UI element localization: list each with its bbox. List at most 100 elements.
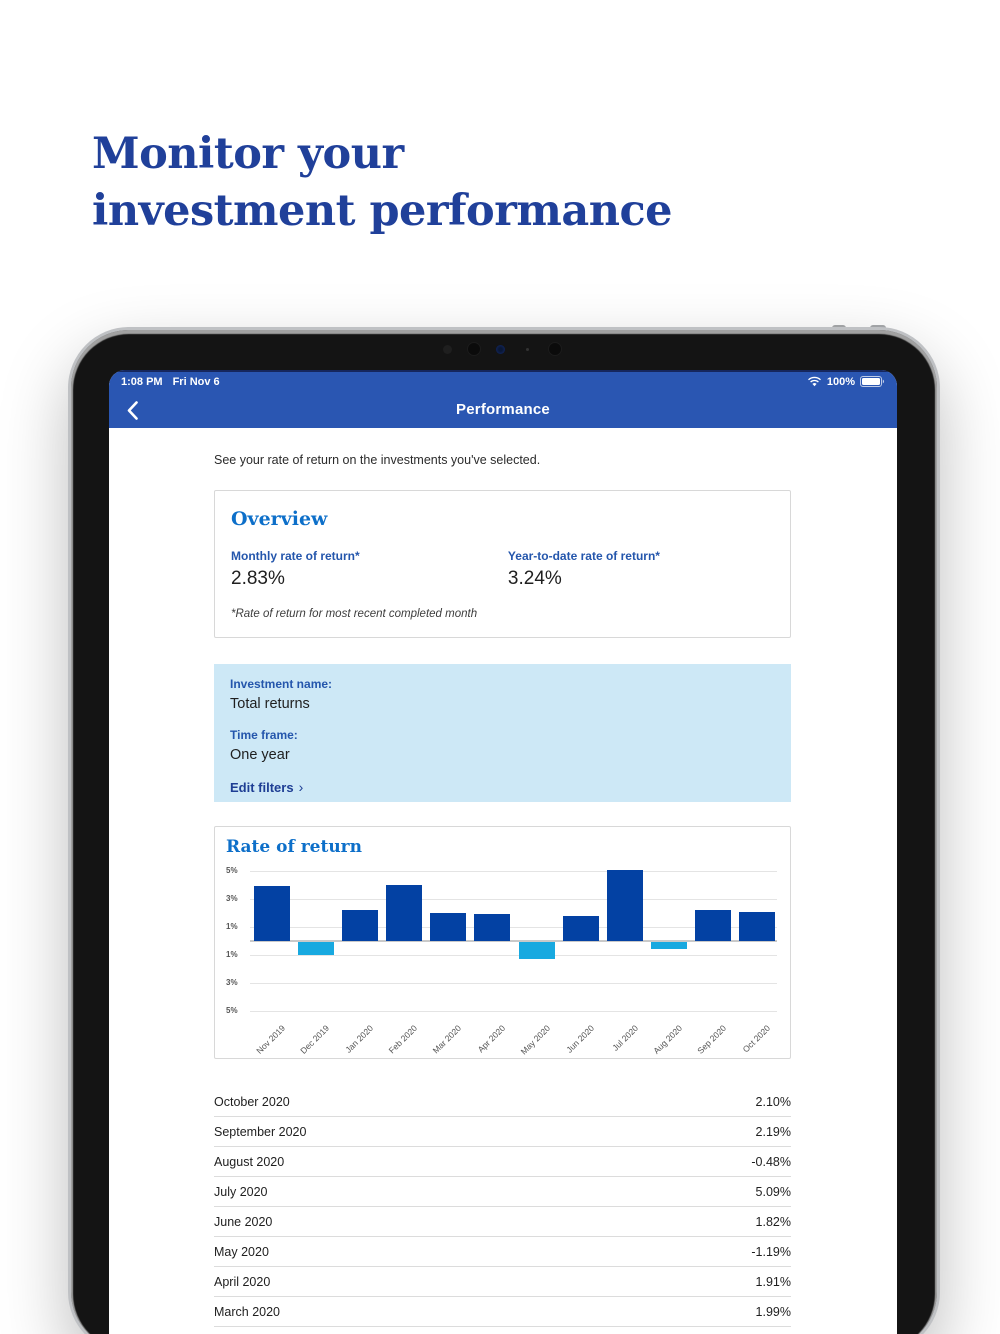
chart-plot: 5% 3% 1% 1% 3% 5% Nov 2019 Dec 2019 Jan 2020 Feb … bbox=[226, 865, 779, 1056]
app-screen: 1:08 PM Fri Nov 6 100% bbox=[109, 370, 897, 1334]
ytd-return-value: 3.24% bbox=[507, 568, 562, 589]
table-row: May 2020 -1.19% bbox=[214, 1237, 791, 1267]
chart-bar bbox=[738, 911, 775, 941]
row-value: -0.48% bbox=[751, 1154, 791, 1169]
chart-bar bbox=[386, 884, 423, 941]
status-date: Fri Nov 6 bbox=[172, 375, 220, 388]
row-value: 1.99% bbox=[755, 1304, 791, 1319]
row-month: June 2020 bbox=[214, 1214, 273, 1229]
nav-bar: Performance bbox=[109, 391, 897, 428]
time-frame-value: One year bbox=[230, 747, 290, 763]
row-value: 5.09% bbox=[755, 1184, 791, 1199]
row-month: August 2020 bbox=[214, 1154, 285, 1169]
gridline bbox=[250, 983, 777, 984]
page-title-line2: investment performance bbox=[92, 186, 673, 236]
gridline bbox=[250, 927, 777, 928]
ipad-frame: 1:08 PM Fri Nov 6 100% bbox=[71, 330, 937, 1334]
chart-bar bbox=[650, 942, 687, 949]
bar-chart: 5% 3% 1% 1% 3% 5% Nov 2019 Dec 2019 Jan 2020 Feb … bbox=[226, 865, 779, 1056]
chevron-left-icon bbox=[127, 400, 138, 420]
gridline bbox=[250, 899, 777, 900]
returns-table: October 2020 2.10% September 2020 2.19% Augu… bbox=[214, 1087, 791, 1334]
back-button[interactable] bbox=[119, 397, 145, 423]
row-month: September 2020 bbox=[214, 1124, 307, 1139]
chevron-right-icon: › bbox=[298, 779, 304, 795]
chart-bar bbox=[430, 913, 467, 941]
table-row: October 2020 2.10% bbox=[214, 1087, 791, 1117]
row-value: 1.91% bbox=[755, 1274, 791, 1289]
monthly-return-label: Monthly rate of return* bbox=[231, 549, 360, 563]
gridline bbox=[250, 1011, 777, 1012]
page-content: See your rate of return on the investmen… bbox=[214, 452, 791, 1334]
x-axis-tick-label: Jan 2020 bbox=[343, 1023, 376, 1055]
row-month: March 2020 bbox=[214, 1304, 281, 1319]
rate-of-return-chart-card: Rate of return 5% 3% 1% 1% 3% 5% Nov 2019 Dec 2… bbox=[214, 826, 791, 1059]
investment-name-value: Total returns bbox=[230, 696, 310, 712]
gridline bbox=[250, 871, 777, 872]
edit-filters-link[interactable]: Edit filters › bbox=[230, 780, 303, 795]
chart-bar bbox=[694, 910, 731, 941]
intro-text: See your rate of return on the investmen… bbox=[214, 453, 541, 467]
table-row: July 2020 5.09% bbox=[214, 1177, 791, 1207]
table-row: April 2020 1.91% bbox=[214, 1267, 791, 1297]
x-axis-tick-label: Jun 2020 bbox=[563, 1023, 596, 1055]
sensor-icon bbox=[549, 343, 561, 355]
table-row: February 20204.01% bbox=[214, 1327, 791, 1334]
page-title: Monitor your investment performance bbox=[92, 126, 673, 240]
y-axis-tick-label: 1% bbox=[226, 950, 238, 959]
x-axis-tick-label: Apr 2020 bbox=[476, 1023, 508, 1055]
table-row: August 2020 -0.48% bbox=[214, 1147, 791, 1177]
row-value: 2.19% bbox=[755, 1124, 791, 1139]
row-month: April 2020 bbox=[214, 1274, 271, 1289]
x-axis-tick-label: Aug 2020 bbox=[651, 1023, 684, 1056]
row-month: July 2020 bbox=[214, 1184, 268, 1199]
y-axis-tick-label: 5% bbox=[226, 1006, 238, 1015]
overview-title: Overview bbox=[231, 508, 328, 530]
x-axis-tick-label: May 2020 bbox=[518, 1023, 552, 1057]
battery-percent: 100% bbox=[826, 375, 855, 388]
chart-title: Rate of return bbox=[226, 837, 362, 857]
x-axis-tick-label: Nov 2019 bbox=[254, 1023, 288, 1056]
gridline bbox=[250, 955, 777, 956]
chart-bar bbox=[518, 942, 555, 959]
status-time: 1:08 PM bbox=[121, 375, 163, 388]
x-axis-tick-label: Mar 2020 bbox=[430, 1023, 464, 1056]
camera-array bbox=[71, 330, 937, 370]
row-value: 1.82% bbox=[755, 1214, 791, 1229]
chart-bar bbox=[342, 910, 379, 941]
y-axis-tick-label: 5% bbox=[226, 866, 238, 875]
x-axis-tick-label: Sep 2020 bbox=[695, 1023, 728, 1056]
table-row: March 2020 1.99% bbox=[214, 1297, 791, 1327]
ytd-return-label: Year-to-date rate of return* bbox=[507, 549, 660, 563]
zero-axis-line bbox=[250, 940, 777, 942]
page-title-line1: Monitor your bbox=[92, 129, 404, 179]
row-value: -1.19% bbox=[751, 1244, 791, 1259]
row-value: 2.10% bbox=[755, 1094, 791, 1109]
chart-bar bbox=[298, 942, 335, 956]
microphone-icon bbox=[526, 348, 529, 351]
x-axis-tick-label: Oct 2020 bbox=[740, 1023, 773, 1055]
y-axis-tick-label: 1% bbox=[226, 922, 238, 931]
x-axis-tick-label: Feb 2020 bbox=[386, 1023, 420, 1056]
filters-card: Investment name: Total returns Time fram… bbox=[214, 664, 791, 802]
monthly-return-value: 2.83% bbox=[231, 568, 285, 589]
x-axis-tick-label: Jul 2020 bbox=[609, 1023, 640, 1053]
overview-card: Overview Monthly rate of return* 2.83% Y… bbox=[214, 490, 791, 638]
table-row: September 2020 2.19% bbox=[214, 1117, 791, 1147]
status-bar: 1:08 PM Fri Nov 6 100% bbox=[109, 372, 897, 391]
front-camera-icon bbox=[496, 345, 505, 354]
nav-title: Performance bbox=[456, 401, 550, 418]
y-axis-tick-label: 3% bbox=[226, 894, 238, 903]
sensor-icon bbox=[468, 343, 480, 355]
volume-button bbox=[870, 325, 886, 332]
monthly-return-metric: Monthly rate of return* 2.83% bbox=[231, 549, 508, 591]
app-header: 1:08 PM Fri Nov 6 100% bbox=[109, 370, 897, 428]
row-month: May 2020 bbox=[214, 1244, 269, 1259]
battery-icon bbox=[860, 376, 885, 387]
chart-bar bbox=[562, 915, 599, 941]
table-row: June 2020 1.82% bbox=[214, 1207, 791, 1237]
edit-filters-label: Edit filters bbox=[230, 780, 294, 795]
volume-button bbox=[832, 325, 846, 332]
chart-bar bbox=[606, 869, 643, 941]
